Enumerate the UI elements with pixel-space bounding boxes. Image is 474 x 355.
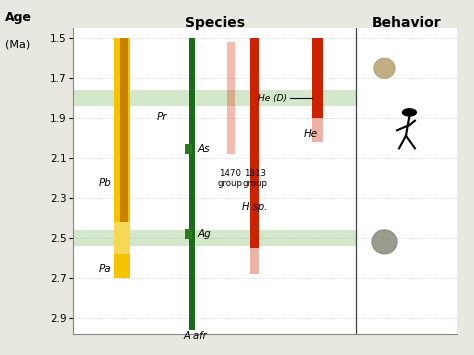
Text: H sp.: H sp. [242, 202, 267, 212]
Ellipse shape [374, 58, 395, 78]
Text: As: As [198, 144, 210, 154]
Text: Pa: Pa [99, 264, 111, 274]
Text: Pb: Pb [98, 178, 111, 188]
Text: He: He [304, 129, 318, 139]
Bar [185, 229, 192, 239]
Text: Pr: Pr [157, 112, 168, 122]
Bar [250, 248, 259, 274]
Bar [189, 38, 195, 330]
Text: (Ma): (Ma) [5, 39, 30, 49]
Text: 1813
group: 1813 group [242, 169, 267, 188]
Bar [114, 38, 130, 278]
Bar [114, 222, 130, 254]
Text: He (D): He (D) [258, 94, 287, 103]
Ellipse shape [372, 230, 397, 254]
Bar [119, 38, 128, 222]
Bar [250, 38, 259, 248]
Bar [185, 144, 192, 154]
Text: Species: Species [184, 16, 245, 30]
Text: A afr: A afr [184, 331, 208, 341]
Text: Age: Age [5, 11, 32, 24]
Text: 1470
group: 1470 group [218, 169, 243, 188]
Bar [311, 38, 323, 118]
Bar [73, 90, 356, 106]
Text: Behavior: Behavior [372, 16, 441, 30]
Bar [227, 42, 235, 154]
Circle shape [402, 109, 416, 116]
Bar [311, 118, 323, 142]
Text: Ag: Ag [198, 229, 211, 239]
Bar [73, 230, 356, 246]
